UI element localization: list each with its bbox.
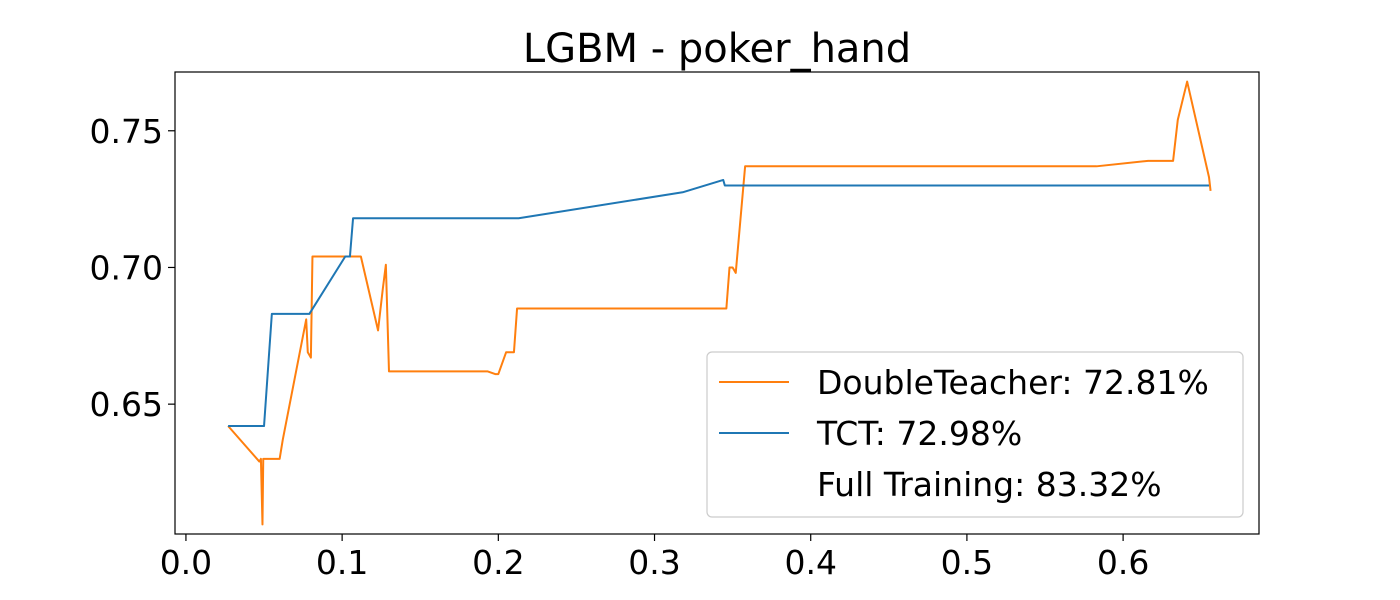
x-tick-label: 0.4 (784, 543, 836, 582)
legend-label: TCT: 72.98% (816, 414, 1022, 453)
legend-label: DoubleTeacher: 72.81% (817, 363, 1209, 402)
legend-items: DoubleTeacher: 72.81% TCT: 72.98% Full Tra… (719, 363, 1209, 504)
y-axis: 0.65 0.70 0.75 (90, 112, 175, 424)
x-tick-label: 0.6 (1097, 543, 1149, 582)
series-line-tct (228, 178, 1210, 428)
x-tick-label: 0.1 (316, 543, 368, 582)
x-tick-label: 0.2 (472, 543, 524, 582)
plot-frame (174, 71, 1260, 535)
legend: DoubleTeacher: 72.81% TCT: 72.98% Full Tra… (706, 351, 1244, 518)
y-tick-label: 0.70 (90, 248, 163, 287)
x-axis: 0.0 0.1 0.2 0.3 0.4 0.5 0.6 (160, 534, 1149, 582)
x-tick-label: 0.3 (628, 543, 680, 582)
chart-title: LGBM - poker_hand (523, 26, 911, 72)
y-tick-label: 0.65 (90, 385, 163, 424)
x-tick-label: 0.0 (160, 543, 212, 582)
y-tick-label: 0.75 (90, 112, 163, 151)
series-layer (227, 80, 1212, 526)
x-tick-label: 0.5 (941, 543, 993, 582)
series-line-doubleteacher (227, 80, 1212, 526)
legend-label: Full Training: 83.32% (817, 465, 1162, 504)
legend-box (706, 351, 1244, 518)
